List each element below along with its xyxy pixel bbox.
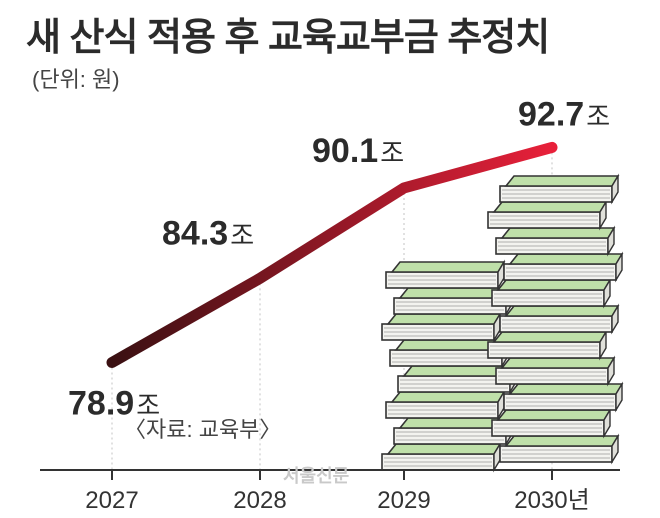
money-bundle [397, 363, 518, 395]
chart-title: 새 산식 적용 후 교육교부금 추정치 [26, 17, 550, 59]
x-tick-label: 2027 [85, 487, 138, 514]
data-label: 92.7조 [518, 95, 610, 133]
data-point [551, 146, 553, 148]
data-point [259, 277, 261, 279]
money-bundle [487, 329, 608, 361]
data-label: 84.3조 [162, 214, 254, 252]
money-bundle [503, 251, 624, 283]
money-bundle [503, 381, 624, 413]
data-point [403, 187, 405, 189]
series-line [106, 141, 558, 368]
money-bundle [499, 303, 620, 335]
money-bundle [491, 407, 612, 439]
source-label: 〈자료: 교육부〉 [124, 417, 282, 442]
money-bundle [389, 337, 510, 369]
money-stacks-illustration [381, 173, 624, 473]
data-label: 90.1조 [312, 132, 404, 170]
unit-label: (단위: 원) [32, 67, 120, 92]
money-bundle [495, 355, 616, 387]
money-bundle [385, 389, 506, 421]
money-bundle [491, 277, 612, 309]
money-bundle [385, 259, 506, 291]
money-bundle [393, 285, 514, 317]
money-bundle [487, 199, 608, 231]
money-bundle [381, 441, 502, 473]
money-bundle [381, 311, 502, 343]
x-tick-label: 2029 [377, 487, 430, 514]
money-bundle [495, 225, 616, 257]
x-tick-label: 2030년 [514, 487, 589, 514]
watermark-logo: 서울신문 [283, 466, 350, 486]
money-bundle [499, 173, 620, 205]
data-label: 78.9조 [68, 384, 160, 422]
data-point [111, 361, 113, 363]
money-bundle [499, 433, 620, 465]
x-tick-label: 2028 [233, 487, 286, 514]
